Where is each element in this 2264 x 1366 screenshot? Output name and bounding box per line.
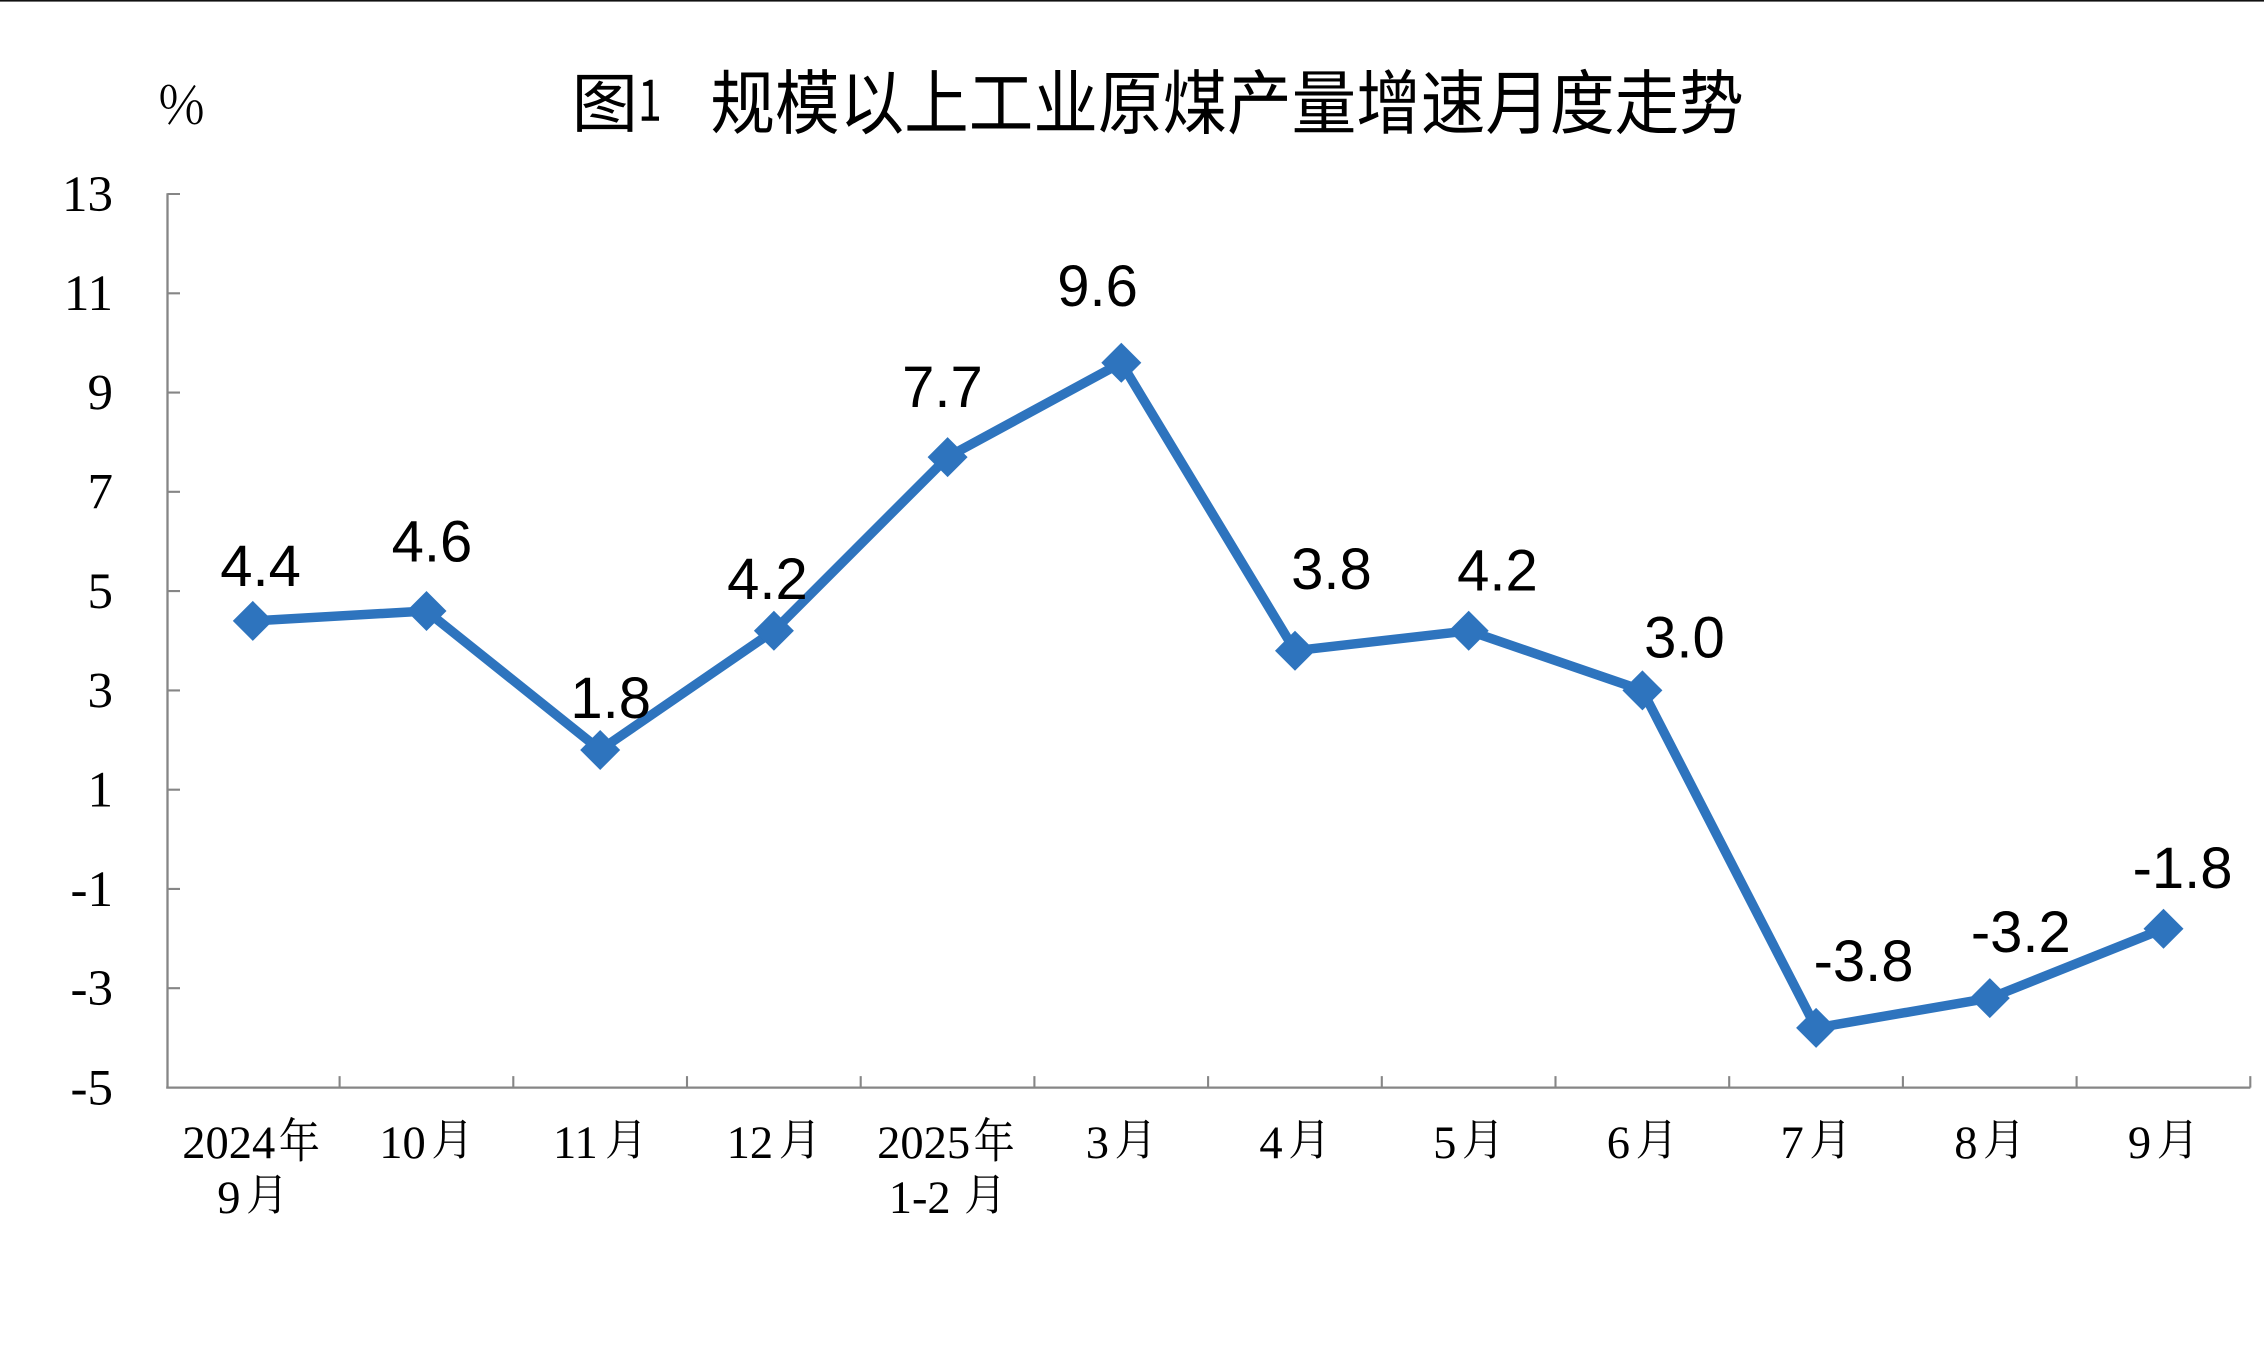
svg-text:-5: -5 [71,1060,113,1116]
svg-text:4.4: 4.4 [220,534,301,599]
svg-text:1-2: 1-2 [889,1173,951,1224]
svg-text:3: 3 [1086,1118,1109,1169]
svg-text:4.2: 4.2 [1457,539,1538,604]
svg-text:3: 3 [88,663,114,719]
svg-text:7: 7 [88,465,114,521]
svg-text:4.2: 4.2 [727,547,808,612]
svg-text:-3: -3 [71,961,113,1017]
svg-text:6: 6 [1607,1118,1630,1169]
svg-text:10: 10 [379,1118,426,1169]
svg-text:-1: -1 [71,862,113,918]
svg-text:9: 9 [88,366,114,422]
svg-text:-3.2: -3.2 [1971,900,2071,965]
svg-text:13: 13 [62,167,113,223]
svg-text:7.7: 7.7 [902,355,983,420]
svg-text:1: 1 [88,763,114,819]
svg-text:9: 9 [217,1173,240,1224]
svg-text:5: 5 [1433,1118,1456,1169]
svg-text:-1.8: -1.8 [2133,836,2233,901]
svg-text:9: 9 [2128,1118,2151,1169]
svg-text:11: 11 [64,266,113,322]
svg-text:2024: 2024 [182,1118,275,1169]
svg-text:3.0: 3.0 [1644,606,1725,671]
svg-text:8: 8 [1954,1118,1977,1169]
svg-text:1.8: 1.8 [570,666,651,731]
svg-text:9.6: 9.6 [1057,254,1138,319]
svg-text:5: 5 [88,564,114,620]
svg-text:4.6: 4.6 [392,510,473,575]
svg-text:7: 7 [1781,1118,1804,1169]
svg-text:-3.8: -3.8 [1814,929,1914,994]
svg-text:2025: 2025 [877,1118,970,1169]
svg-text:11: 11 [553,1118,598,1169]
svg-text:3.8: 3.8 [1291,537,1372,602]
svg-text:12: 12 [727,1118,774,1169]
svg-text:4: 4 [1259,1118,1282,1169]
